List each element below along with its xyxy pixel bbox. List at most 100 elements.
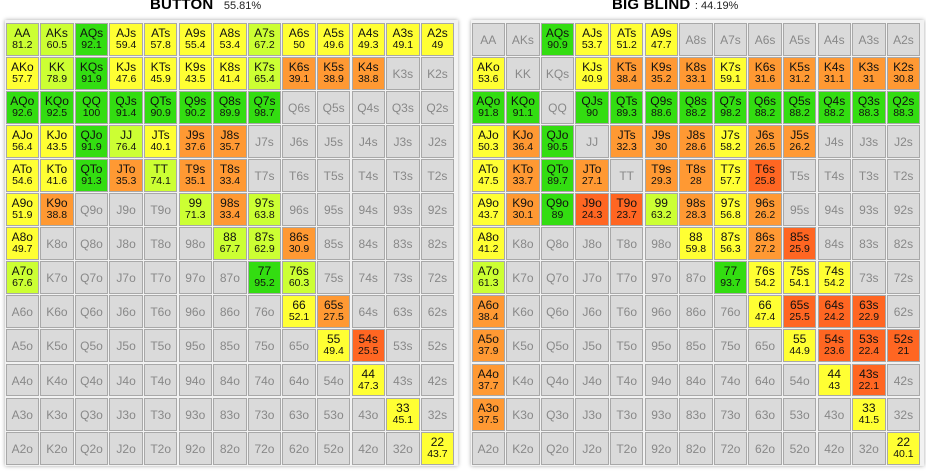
big-blind-hand-cell-j9o[interactable]: J9o 24.3 [575, 193, 609, 226]
button-hand-cell-aa[interactable]: AA 81.2 [5, 22, 39, 56]
big-blind-hand-cell-83s[interactable]: 83s [852, 227, 886, 261]
big-blind-hand-cell-98o[interactable]: 98o [644, 227, 678, 261]
button-hand-cell-53s[interactable]: 53s [386, 329, 420, 363]
big-blind-hand-cell-t8s[interactable]: T8s 28 [679, 158, 713, 192]
big-blind-hand-cell-32o[interactable]: 32o [852, 431, 886, 465]
big-blind-hand-cell-a5o[interactable]: A5o 37.9 [471, 329, 505, 363]
button-hand-cell-88[interactable]: 88 67.7 [213, 227, 247, 261]
big-blind-hand-cell-a4s[interactable]: A4s [817, 22, 851, 56]
big-blind-hand-cell-ato[interactable]: ATo 47.5 [471, 158, 505, 192]
button-hand-cell-94s[interactable]: 94s [351, 193, 385, 226]
button-hand-cell-q8o[interactable]: Q8o [74, 227, 109, 261]
big-blind-hand-cell-t9o[interactable]: T9o 23.7 [609, 193, 644, 226]
button-hand-cell-a6s[interactable]: A6s 50 [282, 22, 316, 56]
big-blind-hand-cell-jts[interactable]: JTs 32.3 [609, 124, 644, 158]
button-hand-cell-q4s[interactable]: Q4s [351, 90, 385, 124]
big-blind-hand-cell-52s[interactable]: 52s 21 [886, 329, 921, 363]
big-blind-hand-cell-q2o[interactable]: Q2o [540, 431, 575, 465]
big-blind-hand-cell-aqs[interactable]: AQs 90.9 [540, 22, 575, 56]
big-blind-hand-cell-k3s[interactable]: K3s 31 [852, 56, 886, 90]
button-hand-cell-k9s[interactable]: K9s 43.5 [178, 56, 212, 90]
big-blind-hand-cell-t2s[interactable]: T2s [886, 158, 921, 192]
big-blind-hand-cell-j4s[interactable]: J4s [817, 124, 851, 158]
button-hand-cell-k6o[interactable]: K6o [40, 295, 74, 329]
button-hand-cell-q6s[interactable]: Q6s [282, 90, 316, 124]
big-blind-hand-cell-44[interactable]: 44 43 [817, 363, 851, 397]
button-hand-cell-62s[interactable]: 62s [420, 295, 455, 329]
big-blind-hand-cell-q9o[interactable]: Q9o 89 [540, 193, 575, 226]
big-blind-hand-cell-84o[interactable]: 84o [679, 363, 713, 397]
big-blind-hand-cell-t6s[interactable]: T6s 25.8 [748, 158, 782, 192]
big-blind-hand-cell-85o[interactable]: 85o [679, 329, 713, 363]
big-blind-hand-cell-a9s[interactable]: A9s 47.7 [644, 22, 678, 56]
button-hand-cell-44[interactable]: 44 47.3 [351, 363, 385, 397]
big-blind-hand-cell-97s[interactable]: 97s 56.8 [713, 193, 748, 226]
button-hand-cell-a9o[interactable]: A9o 51.9 [5, 193, 39, 226]
big-blind-hand-cell-j3o[interactable]: J3o [575, 397, 609, 431]
button-hand-cell-85s[interactable]: 85s [316, 227, 351, 261]
big-blind-hand-cell-86o[interactable]: 86o [679, 295, 713, 329]
button-hand-cell-62o[interactable]: 62o [282, 431, 316, 465]
big-blind-hand-cell-j3s[interactable]: J3s [852, 124, 886, 158]
button-hand-cell-99[interactable]: 99 71.3 [178, 193, 212, 226]
big-blind-hand-cell-73o[interactable]: 73o [713, 397, 748, 431]
big-blind-hand-cell-53o[interactable]: 53o [782, 397, 817, 431]
big-blind-hand-cell-kjs[interactable]: KJs 40.9 [575, 56, 609, 90]
big-blind-hand-cell-95s[interactable]: 95s [782, 193, 817, 226]
button-hand-cell-72o[interactable]: 72o [247, 431, 282, 465]
big-blind-hand-cell-a8s[interactable]: A8s [679, 22, 713, 56]
big-blind-hand-cell-75s[interactable]: 75s 54.1 [782, 261, 817, 295]
button-hand-cell-75s[interactable]: 75s [316, 261, 351, 295]
big-blind-hand-cell-33[interactable]: 33 41.5 [852, 397, 886, 431]
big-blind-hand-cell-q4o[interactable]: Q4o [540, 363, 575, 397]
big-blind-hand-cell-a3o[interactable]: A3o 37.5 [471, 397, 505, 431]
big-blind-hand-cell-q7o[interactable]: Q7o [540, 261, 575, 295]
button-hand-cell-q2o[interactable]: Q2o [74, 431, 109, 465]
button-hand-cell-t4o[interactable]: T4o [143, 363, 178, 397]
button-hand-cell-63s[interactable]: 63s [386, 295, 420, 329]
big-blind-hand-cell-aa[interactable]: AA [471, 22, 505, 56]
big-blind-hand-cell-63s[interactable]: 63s 22.9 [852, 295, 886, 329]
button-hand-cell-92o[interactable]: 92o [178, 431, 212, 465]
button-hand-cell-33[interactable]: 33 45.1 [386, 397, 420, 431]
button-hand-cell-j4s[interactable]: J4s [351, 124, 385, 158]
button-hand-cell-82o[interactable]: 82o [213, 431, 247, 465]
button-hand-cell-t7s[interactable]: T7s [247, 158, 282, 192]
big-blind-hand-cell-jto[interactable]: JTo 27.1 [575, 158, 609, 192]
button-hand-cell-j2s[interactable]: J2s [420, 124, 455, 158]
button-hand-cell-52o[interactable]: 52o [316, 431, 351, 465]
button-hand-cell-aqo[interactable]: AQo 92.6 [5, 90, 39, 124]
big-blind-hand-cell-q4s[interactable]: Q4s 88.2 [817, 90, 851, 124]
button-hand-cell-84o[interactable]: 84o [213, 363, 247, 397]
button-hand-cell-84s[interactable]: 84s [351, 227, 385, 261]
big-blind-hand-cell-77[interactable]: 77 93.7 [713, 261, 748, 295]
button-hand-cell-64o[interactable]: 64o [282, 363, 316, 397]
button-hand-cell-96o[interactable]: 96o [178, 295, 212, 329]
big-blind-hand-cell-a3s[interactable]: A3s [852, 22, 886, 56]
big-blind-hand-cell-t4s[interactable]: T4s [817, 158, 851, 192]
button-hand-cell-73o[interactable]: 73o [247, 397, 282, 431]
button-hand-cell-54o[interactable]: 54o [316, 363, 351, 397]
button-hand-cell-qjs[interactable]: QJs 91.4 [109, 90, 143, 124]
big-blind-hand-cell-t5o[interactable]: T5o [609, 329, 644, 363]
big-blind-hand-cell-85s[interactable]: 85s 25.9 [782, 227, 817, 261]
button-hand-cell-aks[interactable]: AKs 60.5 [40, 22, 74, 56]
button-hand-cell-t3o[interactable]: T3o [143, 397, 178, 431]
big-blind-hand-cell-j9s[interactable]: J9s 30 [644, 124, 678, 158]
big-blind-hand-cell-93s[interactable]: 93s [852, 193, 886, 226]
big-blind-hand-cell-kk[interactable]: KK [506, 56, 540, 90]
big-blind-hand-cell-92o[interactable]: 92o [644, 431, 678, 465]
big-blind-hand-cell-k2s[interactable]: K2s 30.8 [886, 56, 921, 90]
big-blind-hand-cell-54s[interactable]: 54s 23.6 [817, 329, 851, 363]
button-hand-cell-q4o[interactable]: Q4o [74, 363, 109, 397]
button-hand-cell-k6s[interactable]: K6s 39.1 [282, 56, 316, 90]
button-hand-cell-77[interactable]: 77 95.2 [247, 261, 282, 295]
big-blind-hand-cell-63o[interactable]: 63o [748, 397, 782, 431]
big-blind-hand-cell-42s[interactable]: 42s [886, 363, 921, 397]
big-blind-hand-cell-jj[interactable]: JJ [575, 124, 609, 158]
button-hand-cell-j9o[interactable]: J9o [109, 193, 143, 226]
button-hand-cell-65s[interactable]: 65s 27.5 [316, 295, 351, 329]
big-blind-hand-cell-aks[interactable]: AKs [506, 22, 540, 56]
button-hand-cell-j3s[interactable]: J3s [386, 124, 420, 158]
button-hand-cell-42o[interactable]: 42o [351, 431, 385, 465]
